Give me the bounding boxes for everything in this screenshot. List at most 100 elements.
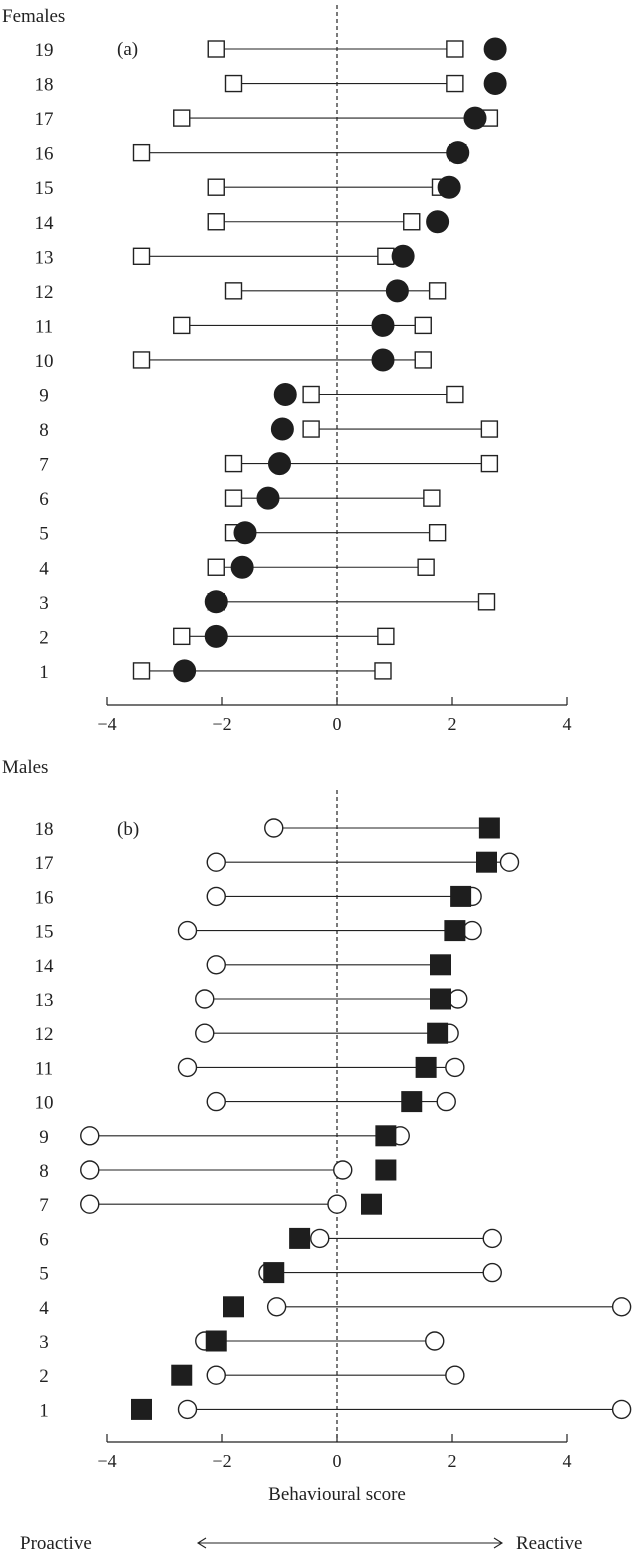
individual-score-marker — [430, 988, 451, 1010]
individual-score-marker — [450, 885, 472, 907]
range-high-marker — [482, 1262, 502, 1283]
range-low-marker — [206, 852, 226, 872]
range-high-marker — [425, 1331, 445, 1351]
range-high-marker — [403, 213, 421, 231]
individual-id-label: 7 — [39, 1195, 49, 1216]
individual-score-marker — [268, 452, 291, 476]
range-high-marker — [423, 489, 441, 507]
range-high-marker — [414, 351, 432, 369]
x-tick-label: 4 — [563, 714, 572, 734]
individual-score-marker — [131, 1398, 152, 1420]
individual-row: 3 — [39, 1330, 445, 1353]
panel-label: (b) — [117, 819, 139, 840]
individual-id-label: 7 — [39, 455, 49, 476]
individual-id-label: 15 — [35, 922, 54, 943]
panel-title: Females — [2, 6, 65, 27]
individual-id-label: 3 — [39, 593, 49, 614]
individual-id-label: 13 — [35, 990, 54, 1011]
range-low-marker — [310, 1228, 330, 1249]
individual-score-marker — [426, 210, 450, 234]
panel-title: Males — [2, 757, 48, 778]
proactive-reactive-scale: Proactive Reactive — [20, 1533, 582, 1554]
individual-row: 17 — [35, 851, 520, 874]
individual-row: 6 — [39, 1227, 502, 1250]
individual-id-label: 18 — [35, 819, 54, 840]
range-high-marker — [446, 40, 464, 58]
individual-score-marker — [273, 383, 297, 406]
individual-id-label: 14 — [35, 956, 55, 977]
range-low-marker — [132, 662, 151, 680]
x-tick-label: 4 — [563, 1451, 572, 1471]
range-low-marker — [177, 920, 198, 941]
range-high-marker — [377, 247, 395, 266]
x-tick-label: −4 — [97, 714, 116, 734]
range-low-marker — [80, 1160, 100, 1180]
individual-row: 6 — [39, 486, 441, 510]
individual-score-marker — [476, 851, 497, 873]
arrow-right-icon — [493, 1537, 504, 1549]
individual-score-marker — [375, 1159, 397, 1181]
individual-row: 14 — [35, 954, 451, 977]
individual-row: 16 — [35, 885, 482, 908]
x-tick-label: 0 — [333, 714, 342, 734]
range-high-marker — [477, 593, 496, 611]
individual-id-label: 6 — [39, 1229, 49, 1250]
individual-id-label: 9 — [39, 386, 49, 407]
individual-row: 16 — [35, 141, 470, 165]
arrow-left-icon — [196, 1537, 207, 1549]
individual-id-label: 5 — [39, 524, 49, 545]
proactive-label: Proactive — [20, 1533, 92, 1554]
individual-row: 2 — [39, 1364, 465, 1387]
range-high-marker — [428, 282, 447, 300]
individual-id-label: 15 — [35, 178, 54, 199]
individual-id-label: 10 — [35, 1093, 54, 1114]
range-low-marker — [177, 1057, 198, 1078]
range-low-marker — [224, 454, 243, 473]
individual-score-marker — [483, 72, 507, 96]
x-tick-label: 2 — [448, 714, 457, 734]
individual-score-marker — [446, 141, 470, 165]
individual-score-marker — [233, 521, 257, 545]
range-low-marker — [207, 558, 225, 576]
range-high-marker — [414, 316, 432, 335]
individual-score-marker — [444, 920, 466, 942]
individual-row: 2 — [39, 624, 395, 648]
range-low-marker — [80, 1194, 100, 1214]
range-low-marker — [195, 989, 215, 1009]
individual-row: 11 — [35, 313, 432, 337]
range-high-marker — [436, 1091, 456, 1112]
range-low-marker — [173, 316, 191, 335]
individual-id-label: 17 — [35, 853, 54, 874]
individual-id-label: 1 — [39, 1400, 49, 1421]
individual-row: 9 — [39, 383, 464, 407]
individual-row: 7 — [39, 1193, 382, 1216]
individual-score-marker — [205, 1330, 227, 1352]
range-high-marker — [446, 385, 464, 404]
range-low-marker — [207, 213, 225, 231]
individual-id-label: 16 — [35, 144, 54, 165]
individual-score-marker — [483, 37, 507, 61]
range-low-marker — [80, 1126, 100, 1146]
x-tick-label: 0 — [333, 1451, 342, 1471]
individual-score-marker — [289, 1227, 311, 1249]
x-tick-label: 2 — [448, 1451, 457, 1471]
individual-score-marker — [371, 348, 395, 372]
range-high-marker — [327, 1194, 347, 1214]
range-low-marker — [224, 489, 243, 507]
individual-id-label: 13 — [35, 247, 54, 268]
individual-id-label: 14 — [35, 213, 55, 234]
range-low-marker — [264, 818, 284, 838]
range-high-marker — [611, 1297, 632, 1317]
individual-score-marker — [256, 486, 280, 510]
individual-id-label: 3 — [39, 1332, 49, 1353]
individual-score-marker — [478, 817, 500, 839]
individual-score-marker — [371, 313, 395, 337]
individual-id-label: 4 — [39, 1298, 49, 1319]
individual-row: 12 — [35, 1022, 459, 1045]
x-tick-label: −2 — [212, 1451, 231, 1471]
range-high-marker — [462, 920, 482, 941]
range-low-marker — [302, 420, 320, 438]
range-high-marker — [480, 454, 499, 473]
individual-score-marker — [391, 244, 415, 268]
individual-row: 8 — [39, 1159, 397, 1182]
